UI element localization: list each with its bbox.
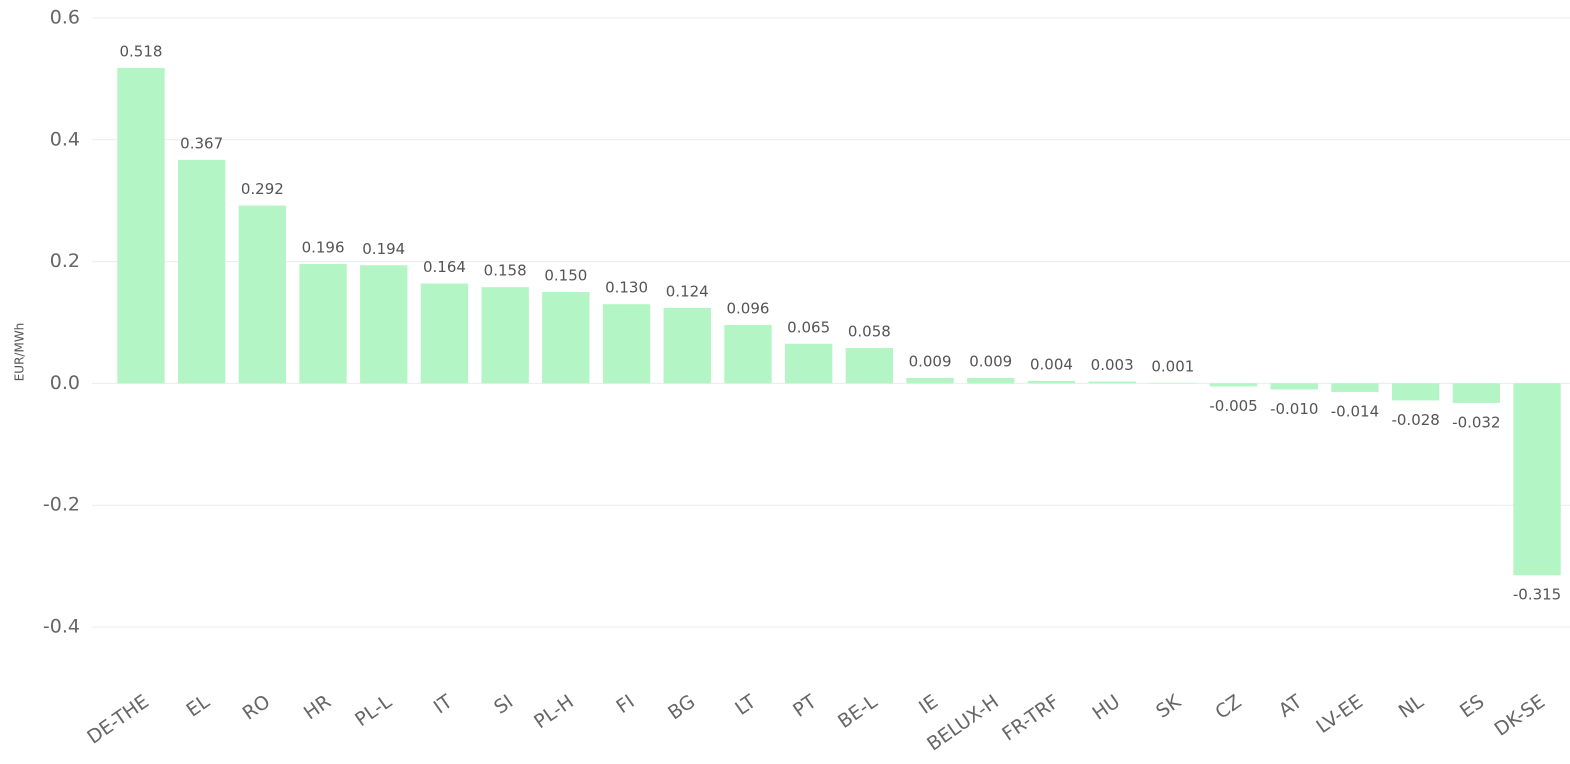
data-label: -0.028 [1391,411,1439,429]
y-tick-label: 0.4 [50,128,80,150]
x-tick-label: CZ [1211,691,1245,724]
bar [360,265,408,384]
bar [845,348,894,384]
bar [299,264,347,384]
y-tick-label: -0.4 [43,616,80,638]
x-tick-label: PL-L [351,690,396,731]
bar [1209,383,1258,387]
data-label: -0.032 [1452,413,1500,431]
bar [906,377,954,384]
data-label: -0.014 [1331,402,1379,420]
data-label: 0.001 [1151,357,1194,375]
bar [481,287,529,384]
x-tick-label: SI [490,691,517,719]
data-label: 0.004 [1030,355,1073,373]
x-tick-label: PL-H [530,691,578,734]
data-label: 0.150 [544,267,587,285]
bar [724,324,772,384]
bar [663,307,711,384]
x-tick-label: DK-SE [1491,691,1550,741]
bar [117,67,165,384]
data-label: 0.158 [484,262,527,280]
bar [177,159,226,384]
y-tick-label: 0.6 [50,7,80,29]
x-tick-label: FI [612,691,638,719]
x-tick-label: DE-THE [83,691,153,749]
y-axis-label: EUR/MWh [13,323,27,382]
y-tick-label: 0.0 [50,372,80,394]
data-label: 0.292 [241,180,284,198]
x-tick-label: FR-TRF [998,691,1063,746]
x-tick-label: RO [239,691,275,725]
x-tick-label: EL [183,690,214,721]
data-label: 0.003 [1091,356,1134,374]
bar [1088,381,1136,384]
data-label: 0.367 [180,134,223,152]
data-label: -0.005 [1209,397,1257,415]
x-tick-label: PT [789,690,821,721]
bar [238,205,287,384]
bar [784,343,833,384]
x-tick-label: LT [731,690,760,719]
data-label: 0.058 [848,323,891,341]
data-label: 0.130 [605,279,648,297]
data-label: 0.009 [909,352,952,370]
x-tick-label: HU [1088,691,1124,725]
bar [1452,383,1501,403]
data-label: 0.009 [969,352,1012,370]
data-label: -0.315 [1513,586,1561,604]
y-tick-label: -0.2 [43,494,80,516]
bar [1331,383,1379,392]
x-tick-label: NL [1395,690,1428,722]
bar [1391,383,1440,401]
x-tick-label: LV-EE [1312,691,1367,738]
x-tick-label: SK [1152,690,1185,722]
x-tick-label: HR [300,691,335,725]
data-label: -0.010 [1270,400,1318,418]
data-label: 0.164 [423,258,466,276]
x-tick-label: BE-L [834,690,882,733]
x-tick-label: BG [664,691,699,725]
data-label: 0.194 [362,240,405,258]
x-tick-label: ES [1456,691,1488,723]
bar [602,304,651,384]
data-label: 0.096 [726,299,769,317]
data-label: 0.196 [302,239,345,257]
x-tick-label: IE [915,691,942,719]
data-label: 0.518 [119,42,162,60]
bar [967,377,1015,384]
bar [1513,383,1561,576]
bar [1149,382,1197,384]
y-tick-label: 0.2 [50,250,80,272]
x-tick-label: IT [430,690,457,718]
data-label: 0.065 [787,318,830,336]
bar [1270,383,1318,390]
x-tick-label: AT [1275,690,1307,722]
bar [1027,380,1076,384]
bar [542,292,590,384]
bar [420,283,469,384]
data-label: 0.124 [666,282,709,300]
